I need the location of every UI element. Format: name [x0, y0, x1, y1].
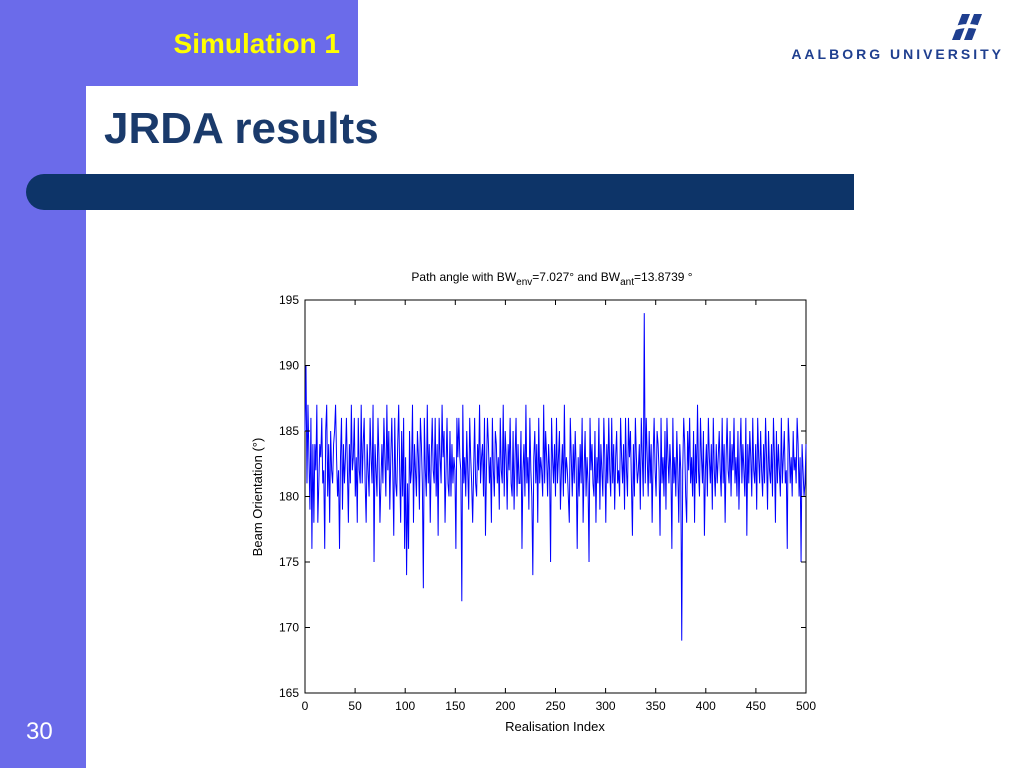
- beam-orientation-chart: Path angle with BWenv=7.027° and BWant=1…: [250, 270, 816, 734]
- chart-title: Path angle with BWenv=7.027° and BWant=1…: [411, 270, 692, 288]
- x-tick-label: 200: [495, 699, 515, 713]
- chart-title-sub-ant: ant: [620, 277, 634, 288]
- aalborg-university-logo-icon: [950, 14, 986, 40]
- logo-text-aalborg: AALBORG: [791, 46, 884, 62]
- x-tick-label: 50: [348, 699, 362, 713]
- x-tick-label: 0: [302, 699, 309, 713]
- chart-title-main: Path angle with BW: [411, 270, 516, 284]
- x-tick-label: 450: [746, 699, 766, 713]
- x-tick-label: 300: [596, 699, 616, 713]
- section-header-band: [0, 0, 358, 86]
- x-axis-label: Realisation Index: [505, 719, 605, 734]
- chart-figure: Path angle with BWenv=7.027° and BWant=1…: [240, 255, 840, 745]
- chart-title-end: =13.8739 °: [634, 270, 693, 284]
- x-tick-label: 100: [395, 699, 415, 713]
- y-tick-label: 170: [279, 621, 299, 635]
- x-tick-label: 400: [696, 699, 716, 713]
- chart-title-sub-env: env: [516, 277, 532, 288]
- university-logo: AALBORG UNIVERSITY: [736, 10, 1008, 66]
- series-line-beam-orientation: [304, 313, 807, 641]
- x-tick-label: 500: [796, 699, 816, 713]
- page-number: 30: [26, 718, 53, 745]
- y-tick-label: 180: [279, 490, 299, 504]
- y-tick-label: 175: [279, 555, 299, 569]
- slide-title: JRDA results: [104, 104, 379, 153]
- section-title: Simulation 1: [173, 28, 340, 59]
- x-tick-label: 350: [646, 699, 666, 713]
- title-underline-bar: [26, 174, 854, 210]
- y-tick-label: 165: [279, 686, 299, 700]
- axes-group: 0 50 100 150 200 250 300 350 400 450 500 165 170 175 1…: [279, 293, 816, 713]
- left-sidebar-band: [0, 0, 86, 768]
- y-tick-label: 195: [279, 293, 299, 307]
- x-tick-label: 250: [545, 699, 565, 713]
- chart-title-mid: =7.027° and BW: [532, 270, 621, 284]
- y-axis-label: Beam Orientation (°): [250, 438, 265, 557]
- x-tick-label: 150: [445, 699, 465, 713]
- y-tick-label: 190: [279, 359, 299, 373]
- series-group: [304, 313, 807, 641]
- logo-wordmark: AALBORG UNIVERSITY: [791, 46, 1004, 62]
- y-tick-label: 185: [279, 424, 299, 438]
- logo-text-university: UNIVERSITY: [889, 46, 1004, 62]
